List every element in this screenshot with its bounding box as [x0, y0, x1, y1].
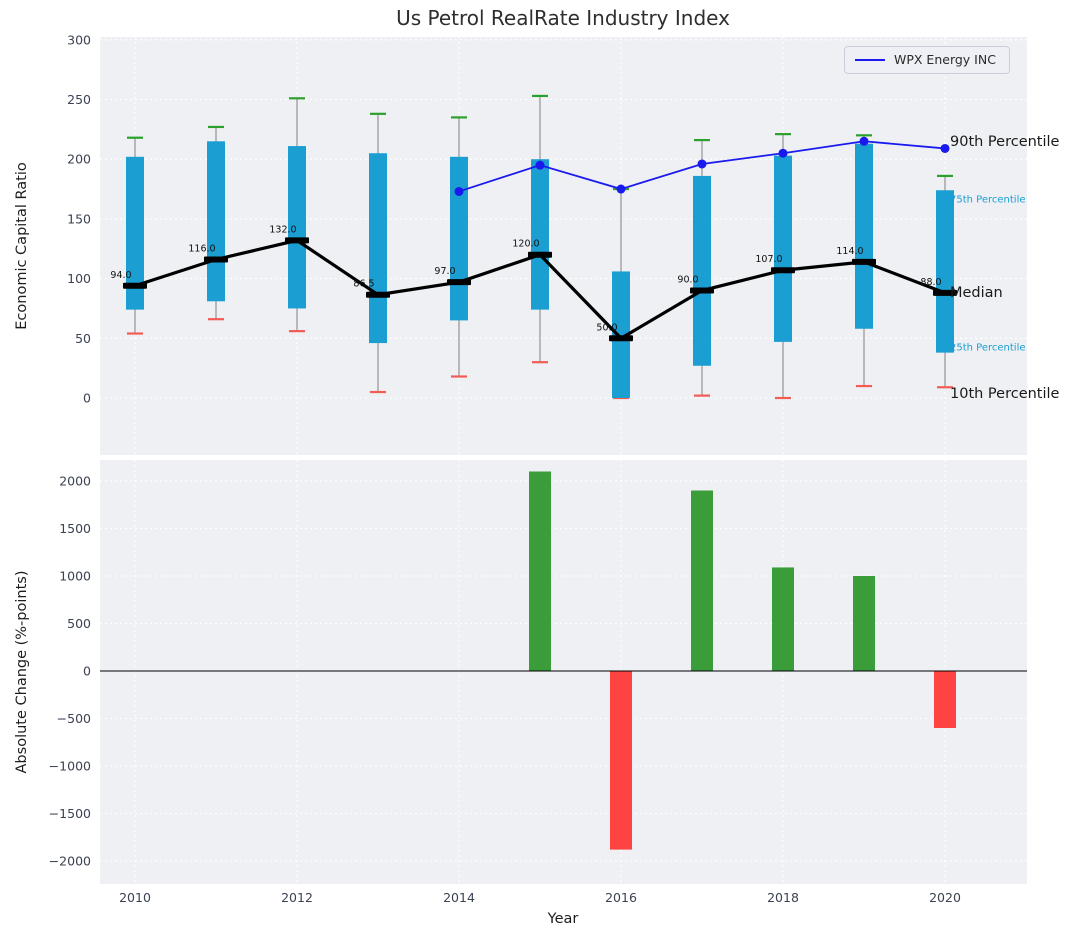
svg-text:500: 500: [67, 616, 91, 631]
median-series: 94.0 116.0 132.0 86.5 97.0 120.0 50.0 90.0 107.0…: [110, 224, 957, 342]
chart-title: Us Petrol RealRate Industry Index: [396, 6, 730, 30]
svg-text:88.0: 88.0: [920, 277, 941, 288]
svg-text:100: 100: [67, 271, 91, 286]
svg-text:2010: 2010: [119, 890, 151, 905]
annotation-90th-percentile: 90th Percentile: [950, 134, 1060, 151]
svg-text:2000: 2000: [59, 474, 91, 489]
change-bars: [100, 471, 1027, 850]
annotation-10th-percentile: 10th Percentile: [950, 386, 1060, 403]
svg-text:94.0: 94.0: [110, 270, 131, 281]
svg-text:2020: 2020: [929, 890, 961, 905]
legend-line-sample: [855, 58, 885, 61]
svg-text:2014: 2014: [443, 890, 475, 905]
svg-text:1000: 1000: [59, 569, 91, 584]
svg-text:0: 0: [83, 664, 91, 679]
bottom-y-axis-label: Absolute Change (%-points): [14, 570, 30, 774]
svg-text:132.0: 132.0: [269, 224, 296, 235]
box-whisker-group: [126, 94, 954, 400]
legend-label: WPX Energy INC: [894, 52, 996, 67]
svg-text:0: 0: [83, 391, 91, 406]
svg-text:−2000: −2000: [49, 854, 91, 869]
svg-text:−1000: −1000: [49, 759, 91, 774]
annotation-25th-percentile: 25th Percentile: [950, 342, 1026, 354]
svg-text:107.0: 107.0: [755, 254, 782, 265]
svg-text:97.0: 97.0: [434, 266, 455, 277]
svg-text:50: 50: [75, 331, 91, 346]
svg-text:2018: 2018: [767, 890, 799, 905]
svg-text:116.0: 116.0: [188, 243, 215, 254]
legend: WPX Energy INC: [844, 46, 1010, 74]
svg-text:1500: 1500: [59, 521, 91, 536]
svg-text:300: 300: [67, 32, 91, 47]
tick-labels: 0 50 100 150 200 250 300 2000 1500 1000 500 0 −500 −1…: [49, 32, 961, 905]
svg-text:200: 200: [67, 152, 91, 167]
svg-text:90.0: 90.0: [677, 275, 698, 286]
annotation-median: Median: [950, 284, 1003, 301]
svg-text:2012: 2012: [281, 890, 313, 905]
svg-text:−1500: −1500: [49, 806, 91, 821]
svg-text:50.0: 50.0: [596, 322, 617, 333]
svg-text:86.5: 86.5: [353, 279, 374, 290]
svg-text:250: 250: [67, 92, 91, 107]
top-y-axis-label: Economic Capital Ratio: [14, 162, 30, 330]
annotation-75th-percentile: 75th Percentile: [950, 194, 1026, 206]
svg-text:2016: 2016: [605, 890, 637, 905]
svg-text:120.0: 120.0: [512, 239, 539, 250]
svg-text:−500: −500: [57, 711, 91, 726]
wpx-energy-series: [454, 136, 950, 196]
x-axis-label: Year: [547, 911, 579, 927]
svg-text:114.0: 114.0: [836, 246, 863, 257]
svg-text:150: 150: [67, 211, 91, 226]
